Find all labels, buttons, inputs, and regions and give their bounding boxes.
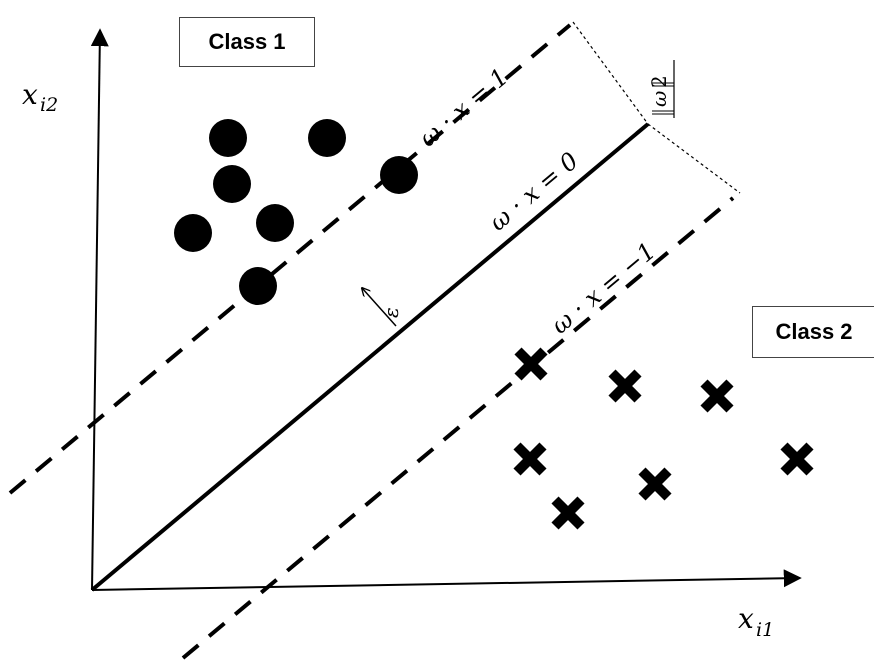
normal-vector-arrow (362, 288, 397, 327)
y-axis-label-sub: i2 (40, 94, 58, 116)
class-1-point (209, 119, 247, 157)
class-2-points (513, 347, 814, 530)
margin-bracket-top (572, 21, 649, 125)
class-1-point (308, 119, 346, 157)
x-axis-label-base: x (738, 602, 754, 635)
class-2-point (551, 496, 585, 530)
margin-numerator: 2 (647, 75, 671, 88)
margin-denominator: ω (647, 91, 671, 107)
margin-bracket-bottom (647, 123, 741, 194)
class-2-point (700, 379, 734, 413)
equation-lower: ω · x = −1 (546, 237, 661, 340)
y-axis (90, 28, 109, 591)
y-axis-label: x i2 (22, 78, 58, 116)
epsilon-label: ε (379, 307, 403, 318)
equation-upper: ω · x = 1 (414, 63, 514, 153)
class-2-point (513, 442, 547, 476)
class-2-label: Class 2 (752, 306, 874, 358)
x-axis (91, 569, 802, 591)
class-1-point (256, 204, 294, 242)
class-1-point (174, 214, 212, 252)
class-2-point (638, 467, 672, 501)
class-1-point (239, 267, 277, 305)
class-1-label: Class 1 (179, 17, 315, 67)
class-1-point (213, 165, 251, 203)
class-1-points (174, 119, 418, 305)
margin-label: 2 ω (647, 60, 675, 118)
hyperplane-upper (8, 23, 572, 495)
hyperplane-middle (90, 122, 650, 592)
class-2-point (608, 369, 642, 403)
class-1-point (380, 156, 418, 194)
x-axis-label: x i1 (738, 602, 774, 641)
class-2-point (780, 442, 814, 476)
y-axis-label-base: x (22, 78, 38, 111)
class-2-point (514, 347, 548, 381)
x-axis-label-sub: i1 (756, 619, 774, 641)
hyperplane-lower (181, 196, 735, 660)
